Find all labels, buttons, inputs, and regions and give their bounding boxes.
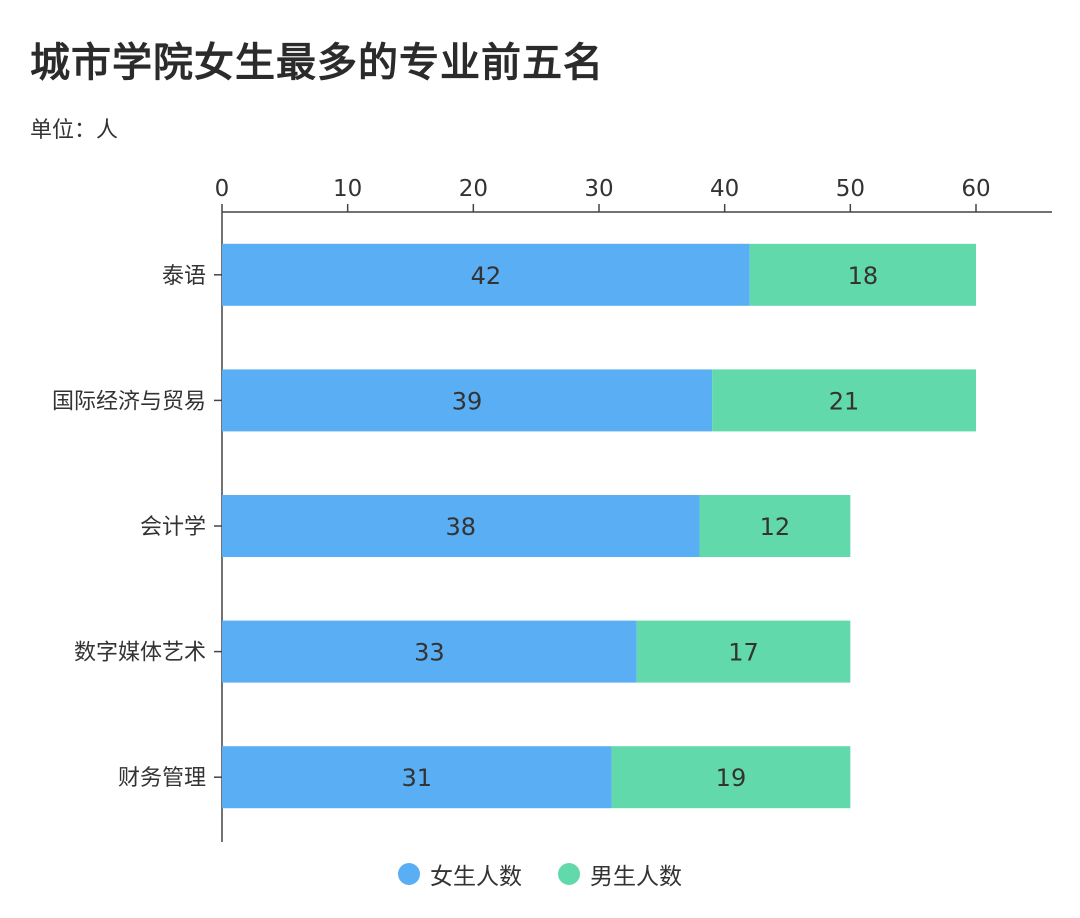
data-label: 19 [716, 764, 747, 792]
data-label: 12 [760, 513, 791, 541]
data-label: 18 [848, 262, 879, 290]
x-tick-label: 0 [215, 176, 230, 202]
data-label: 38 [445, 513, 476, 541]
bar-male [636, 620, 851, 683]
data-label: 39 [452, 387, 483, 415]
bar-male [611, 746, 851, 809]
data-label: 31 [402, 764, 433, 792]
unit-label: 单位：人 [30, 118, 119, 143]
legend-female-label: 女生人数 [430, 864, 522, 890]
legend-item-female[interactable]: 女生人数 [398, 857, 522, 891]
bar-female [222, 620, 637, 683]
category-label: 国际经济与贸易 [52, 389, 206, 414]
x-tick-label: 60 [961, 176, 990, 202]
legend: 女生人数 男生人数 [0, 856, 1080, 892]
x-tick-label: 30 [584, 176, 613, 202]
bar-female [222, 243, 750, 306]
x-tick-label: 10 [333, 176, 362, 202]
data-label: 42 [471, 262, 502, 290]
category-label: 财务管理 [118, 766, 206, 791]
x-tick-label: 40 [710, 176, 739, 202]
legend-female-swatch [398, 863, 420, 885]
bar-male [699, 495, 851, 557]
category-label: 泰语 [162, 264, 206, 289]
legend-male-label: 男生人数 [590, 864, 682, 890]
x-tick-label: 50 [836, 176, 865, 202]
legend-item-male[interactable]: 男生人数 [558, 857, 682, 891]
legend-male-swatch [558, 863, 580, 885]
bar-female [222, 369, 713, 432]
bar-female [222, 495, 700, 557]
data-label: 33 [414, 639, 445, 667]
data-label: 21 [829, 387, 860, 415]
chart-title: 城市学院女生最多的专业前五名 [30, 40, 604, 86]
category-label: 会计学 [140, 515, 206, 540]
data-label: 17 [728, 639, 759, 667]
bar-male [749, 243, 976, 306]
bar-female [222, 746, 612, 809]
x-tick-label: 20 [459, 176, 488, 202]
category-label: 数字媒体艺术 [74, 641, 206, 666]
bar-male [712, 369, 976, 432]
